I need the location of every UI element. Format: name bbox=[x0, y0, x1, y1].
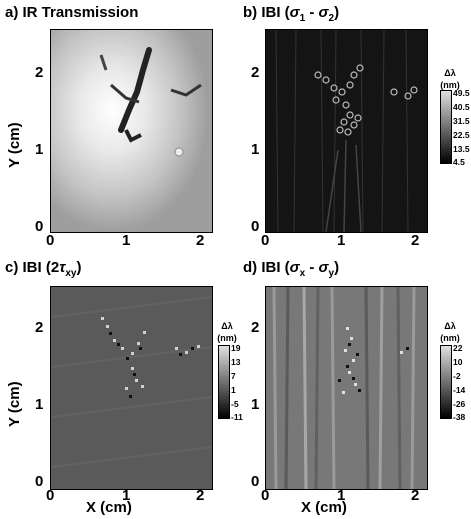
panel-c-ylabel: Y (cm) bbox=[6, 381, 23, 427]
tau-symbol: τ bbox=[59, 259, 66, 276]
panel-c-colorbar-label: Δλ bbox=[221, 321, 233, 331]
panel-d-colorbar-tick: -14 bbox=[453, 385, 466, 395]
ibi-sigmaxy-map bbox=[266, 287, 427, 489]
panel-b: b) IBI (σ1 - σ2) 0 1 bbox=[235, 0, 470, 259]
panel-d-ytick: 2 bbox=[251, 319, 260, 336]
panel-d-colorbar-tick: -26 bbox=[453, 399, 466, 409]
sigma-symbol: σ bbox=[289, 4, 300, 21]
panel-a-xtick: 2 bbox=[196, 232, 205, 249]
panel-c-colorbar-tick: 19 bbox=[231, 343, 241, 353]
panel-b-colorbar-label: Δλ bbox=[444, 68, 456, 78]
panel-c-xtick: 2 bbox=[196, 487, 205, 504]
panel-b-xtick: 2 bbox=[411, 232, 420, 249]
panel-c-title-suffix: ) bbox=[76, 259, 82, 276]
panel-a-ytick: 0 bbox=[35, 218, 44, 235]
subscript: 1 bbox=[299, 13, 306, 24]
panel-a-xtick: 0 bbox=[46, 232, 55, 249]
sigma-symbol: σ bbox=[318, 4, 329, 21]
panel-c: c) IBI (2τxy) Y (cm) bbox=[0, 259, 243, 518]
panel-a-ylabel: Y (cm) bbox=[6, 122, 23, 168]
sigma-symbol: σ bbox=[289, 259, 300, 276]
panel-c-title-prefix: c) IBI (2 bbox=[5, 259, 60, 276]
subscript: 2 bbox=[328, 13, 335, 24]
panel-c-colorbar-tick: 13 bbox=[231, 357, 241, 367]
panel-d-colorbar-label: Δλ bbox=[444, 321, 456, 331]
panel-b-ytick: 2 bbox=[251, 64, 260, 81]
panel-b-xtick: 0 bbox=[261, 232, 270, 249]
panel-b-colorbar-tick: 13.5 bbox=[453, 144, 470, 154]
panel-b-colorbar-tick: 40.5 bbox=[453, 102, 470, 112]
panel-d-colorbar-tick: 22 bbox=[453, 343, 463, 353]
ibi-sigmaxy-image bbox=[265, 286, 428, 490]
panel-a: a) IR Transmission Y (cm) 0 1 2 0 1 2 bbox=[0, 0, 235, 259]
panel-c-colorbar-tick: -5 bbox=[231, 399, 239, 409]
panel-c-colorbar bbox=[218, 345, 230, 419]
panel-b-xtick: 1 bbox=[337, 232, 346, 249]
sigma-symbol: σ bbox=[318, 259, 329, 276]
panel-d-colorbar-unit: (nm) bbox=[440, 333, 460, 343]
panel-a-ytick: 2 bbox=[35, 64, 44, 81]
panel-c-colorbar-tick: -11 bbox=[231, 412, 243, 422]
panel-d-title-prefix: d) IBI ( bbox=[243, 259, 290, 276]
panel-d-colorbar bbox=[440, 345, 452, 419]
panel-b-colorbar bbox=[440, 90, 452, 164]
subscript: y bbox=[328, 268, 335, 279]
panel-b-title-suffix: ) bbox=[334, 4, 340, 21]
panel-c-ytick: 2 bbox=[35, 319, 44, 336]
panel-d-title-suffix: ) bbox=[334, 259, 340, 276]
panel-a-title: a) IR Transmission bbox=[5, 4, 139, 21]
panel-d-xtick: 2 bbox=[411, 487, 420, 504]
panel-b-colorbar-tick: 4.5 bbox=[453, 157, 465, 167]
panel-b-colorbar-tick: 22.5 bbox=[453, 130, 470, 140]
ibi-tau-map bbox=[51, 287, 212, 489]
panel-b-colorbar-tick: 49.5 bbox=[453, 88, 470, 98]
panel-c-colorbar-unit: (nm) bbox=[217, 333, 237, 343]
panel-d-title: d) IBI (σx - σy) bbox=[243, 259, 339, 279]
panel-c-colorbar-tick: 7 bbox=[231, 371, 236, 381]
panel-b-title-mid: - bbox=[305, 4, 319, 21]
panel-c-ytick: 1 bbox=[35, 396, 44, 413]
panel-a-xtick: 1 bbox=[122, 232, 131, 249]
ir-transmission-map bbox=[51, 30, 212, 232]
panel-b-colorbar-unit: (nm) bbox=[440, 80, 460, 90]
panel-c-xtick: 1 bbox=[122, 487, 131, 504]
panel-c-ytick: 0 bbox=[35, 473, 44, 490]
panel-a-ytick: 1 bbox=[35, 141, 44, 158]
panel-d-ytick: 0 bbox=[251, 473, 260, 490]
panel-c-colorbar-tick: 1 bbox=[231, 385, 236, 395]
panel-d-title-mid: - bbox=[305, 259, 319, 276]
panel-c-xlabel: X (cm) bbox=[86, 499, 132, 516]
subscript: xy bbox=[65, 268, 77, 279]
panel-d-xlabel: X (cm) bbox=[301, 499, 347, 516]
panel-c-xtick: 0 bbox=[46, 487, 55, 504]
panel-d-ytick: 1 bbox=[251, 396, 260, 413]
ir-transmission-image bbox=[50, 29, 213, 233]
panel-b-title-prefix: b) IBI ( bbox=[243, 4, 290, 21]
panel-d-colorbar-tick: -2 bbox=[453, 371, 461, 381]
panel-c-title: c) IBI (2τxy) bbox=[5, 259, 81, 279]
panel-b-colorbar-tick: 31.5 bbox=[453, 116, 470, 126]
subscript: x bbox=[299, 268, 306, 279]
ibi-sigma12-image bbox=[265, 29, 428, 233]
panel-d-xtick: 0 bbox=[261, 487, 270, 504]
ibi-sigma12-map bbox=[266, 30, 427, 232]
panel-d: d) IBI (σx - σy) bbox=[235, 259, 470, 518]
panel-d-colorbar-tick: -38 bbox=[453, 412, 466, 422]
ibi-tau-image bbox=[50, 286, 213, 490]
panel-b-ytick: 0 bbox=[251, 218, 260, 235]
panel-d-xtick: 1 bbox=[337, 487, 346, 504]
panel-d-colorbar-tick: 10 bbox=[453, 357, 463, 367]
panel-b-ytick: 1 bbox=[251, 141, 260, 158]
panel-b-title: b) IBI (σ1 - σ2) bbox=[243, 4, 339, 24]
